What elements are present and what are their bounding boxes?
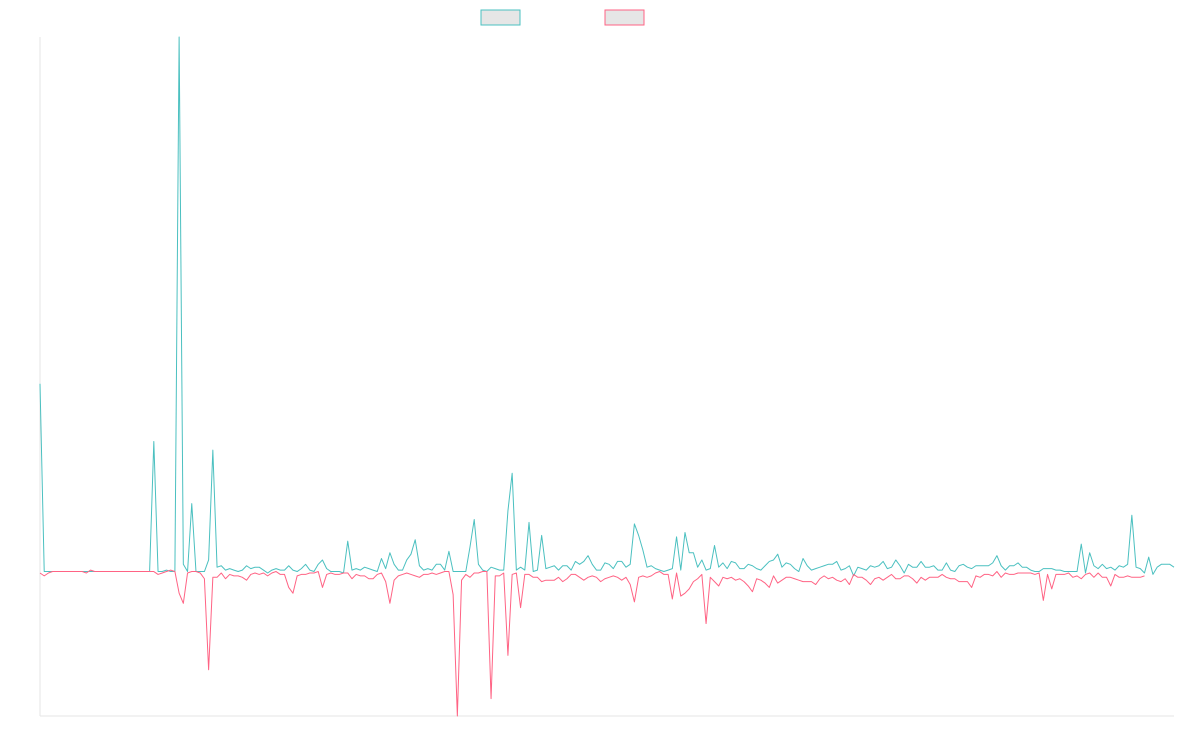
plot-series <box>39 36 1175 717</box>
legend-swatch-series-2[interactable] <box>604 9 645 26</box>
legend[interactable] <box>480 9 645 26</box>
legend-swatch-series-1[interactable] <box>480 9 521 26</box>
series-2-line <box>39 569 1145 717</box>
series-1-line <box>39 36 1175 577</box>
